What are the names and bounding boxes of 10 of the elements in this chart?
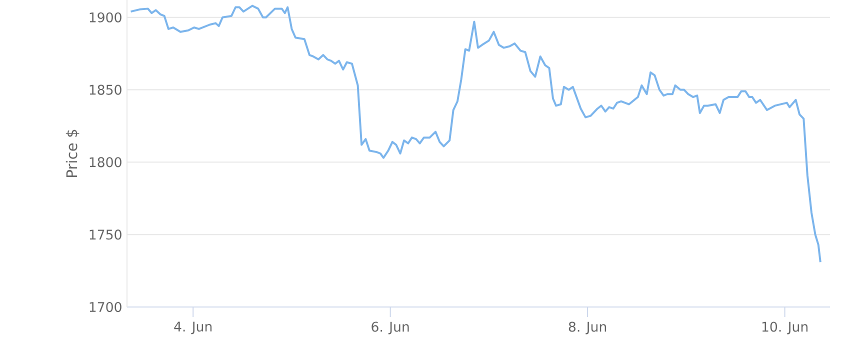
y-tick-label: 1850: [90, 84, 122, 95]
x-tick-label: 6. Jun: [372, 322, 409, 334]
x-tick-label: 8. Jun: [568, 322, 606, 334]
y-tick-label: 1750: [90, 230, 122, 240]
x-tick-label: 10. Jun: [762, 322, 808, 334]
x-tick-label: 4. Jun: [174, 322, 212, 334]
y-tick-label: 1900: [90, 12, 122, 22]
y-tick-label: 1800: [90, 157, 122, 168]
y-tick-label: 1700: [90, 302, 122, 312]
y-axis-title: Price $: [66, 130, 80, 177]
